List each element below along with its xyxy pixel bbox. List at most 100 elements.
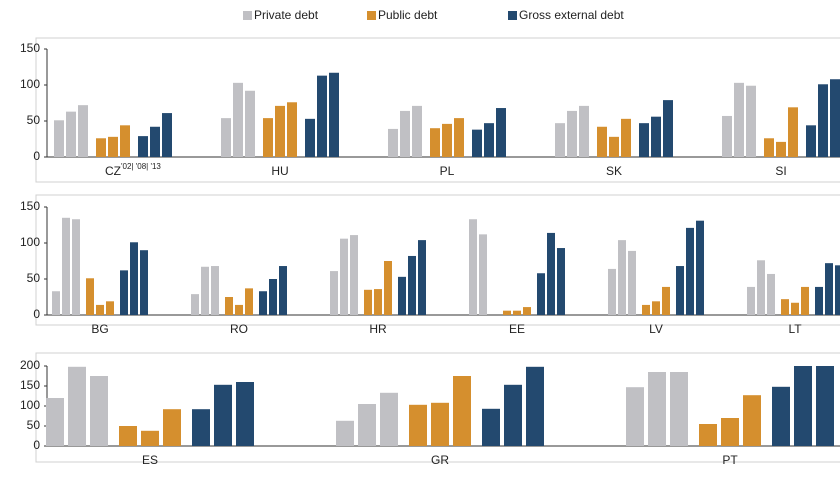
bar xyxy=(479,234,487,315)
bar xyxy=(815,286,823,315)
bar xyxy=(648,372,666,446)
bar xyxy=(330,271,338,315)
bar xyxy=(767,273,775,315)
bar xyxy=(557,248,565,315)
bar xyxy=(236,382,254,446)
x-tick-label: SI xyxy=(775,164,786,178)
bar xyxy=(191,294,199,315)
bar xyxy=(86,278,94,315)
legend-swatch xyxy=(508,11,517,20)
legend-label: Gross external debt xyxy=(519,8,624,22)
bar xyxy=(305,118,315,157)
bar xyxy=(781,299,789,315)
bar xyxy=(138,136,148,157)
bar xyxy=(108,136,118,157)
y-tick-label: 50 xyxy=(27,113,41,127)
bar xyxy=(555,123,565,157)
y-tick-label: 50 xyxy=(27,418,41,432)
bar xyxy=(400,110,410,157)
bar xyxy=(221,118,231,157)
bar xyxy=(597,126,607,157)
bar xyxy=(72,219,80,315)
bar xyxy=(163,409,181,446)
bar xyxy=(66,111,76,157)
y-tick-label: 0 xyxy=(33,307,40,321)
bar xyxy=(609,136,619,157)
bar xyxy=(235,304,243,315)
bar xyxy=(806,125,816,157)
bar xyxy=(453,376,471,446)
legend-swatch xyxy=(367,11,376,20)
bar xyxy=(830,79,840,157)
bar xyxy=(801,286,809,315)
x-tick-label: PT xyxy=(722,453,738,467)
bar xyxy=(722,115,732,157)
x-tick-label: EE xyxy=(509,322,525,336)
bar xyxy=(211,266,219,315)
bar xyxy=(259,291,267,315)
bar xyxy=(835,265,840,315)
bar xyxy=(233,82,243,157)
bar xyxy=(225,297,233,315)
bar xyxy=(384,261,392,315)
bar xyxy=(418,240,426,315)
bar xyxy=(68,366,86,446)
bar xyxy=(336,420,354,446)
bar xyxy=(358,404,376,446)
x-tick-label: BG xyxy=(91,322,108,336)
bar xyxy=(496,108,506,157)
bar xyxy=(621,118,631,157)
bar xyxy=(388,128,398,157)
bar xyxy=(818,84,828,157)
bar xyxy=(350,235,358,315)
bar xyxy=(651,116,661,157)
bar xyxy=(106,301,114,315)
bar xyxy=(442,123,452,157)
bar xyxy=(776,141,786,157)
x-tick-label: CZ xyxy=(105,164,121,178)
bar xyxy=(686,227,694,315)
y-tick-label: 150 xyxy=(20,378,40,392)
bar xyxy=(618,240,626,315)
bar xyxy=(46,398,64,446)
bar xyxy=(287,102,297,157)
bar xyxy=(317,75,327,157)
bar xyxy=(340,238,348,315)
bar xyxy=(699,424,717,446)
bar xyxy=(696,220,704,315)
bar xyxy=(119,426,137,446)
bar xyxy=(484,123,494,157)
y-tick-label: 150 xyxy=(20,199,40,213)
bar xyxy=(504,384,522,446)
bar xyxy=(409,404,427,446)
bar xyxy=(608,268,616,315)
y-tick-label: 100 xyxy=(20,235,40,249)
bar xyxy=(398,276,406,315)
bar xyxy=(275,105,285,157)
bar xyxy=(408,255,416,315)
y-tick-label: 100 xyxy=(20,398,40,412)
y-tick-label: 150 xyxy=(20,41,40,55)
bar xyxy=(380,392,398,446)
bar xyxy=(150,126,160,157)
bar xyxy=(279,266,287,315)
x-tick-label: ES xyxy=(142,453,158,467)
y-tick-label: 200 xyxy=(20,358,40,372)
legend-label: Private debt xyxy=(254,8,319,22)
bar xyxy=(642,304,650,315)
bar xyxy=(469,219,477,315)
bar xyxy=(772,386,790,446)
bar xyxy=(214,384,232,446)
bar xyxy=(670,372,688,446)
bar xyxy=(663,100,673,157)
bar xyxy=(579,105,589,157)
bar xyxy=(537,273,545,315)
x-tick-label: SK xyxy=(606,164,622,178)
bar xyxy=(547,232,555,315)
bar xyxy=(721,418,739,446)
panel-frame xyxy=(35,194,840,326)
bar xyxy=(816,366,834,446)
bar xyxy=(329,72,339,157)
bar xyxy=(746,85,756,157)
y-tick-label: 0 xyxy=(33,438,40,452)
